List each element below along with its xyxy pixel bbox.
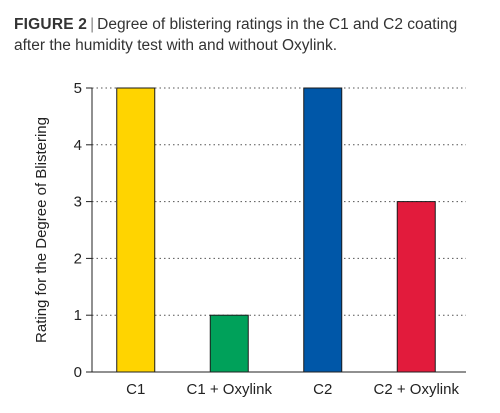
caption-text: Degree of blistering ratings in the C1 a… [14,16,458,54]
x-tick-label: C1 [126,381,145,398]
caption-separator: | [90,16,95,33]
x-tick-labels: C1 C1 + Oxylink C2 C2 + Oxylink [126,381,459,398]
bars [116,87,436,373]
y-tick-label: 2 [74,250,82,267]
figure-label: FIGURE 2 [14,16,88,33]
figure-caption: FIGURE 2 | Degree of blistering ratings in… [14,14,484,56]
bar-c1 [116,87,156,373]
bar-c1-oxylink [209,314,249,373]
axes [86,87,466,373]
y-tick-label: 3 [74,194,82,211]
y-tick-label: 0 [74,364,82,381]
x-tick-label: C2 + Oxylink [374,381,460,398]
bar-c2-oxylink [396,201,436,373]
x-tick-label: C1 + Oxylink [187,381,273,398]
y-tick-label: 1 [74,307,82,324]
x-tick-label: C2 [313,381,332,398]
y-tick-label: 4 [74,137,82,154]
y-tick-labels: 0 1 2 3 4 5 [74,80,82,381]
y-axis-label: Rating for the Degree of Blistering [33,117,50,343]
y-tick-label: 5 [74,80,82,97]
bar-c2 [303,87,343,373]
